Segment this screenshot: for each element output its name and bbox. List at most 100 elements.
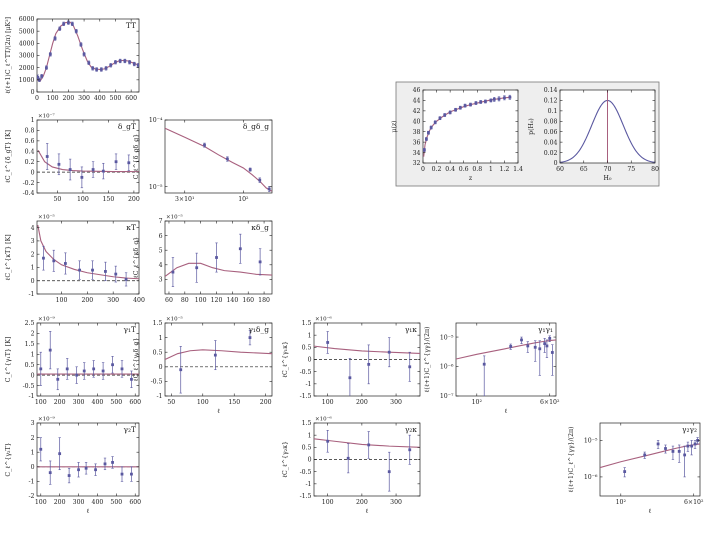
plot-frame	[164, 220, 273, 295]
x-tick-label: 200	[81, 297, 93, 304]
axis-multiplier: ×10⁻⁹	[38, 416, 56, 423]
data-point	[387, 470, 391, 474]
chart-g2T: 100 200 300 400 500 600 -2 -1 0 1 2 3 γ₂T ×10⁻⁹ C_ℓ^{γ…	[5, 416, 141, 516]
data-point	[42, 256, 45, 260]
y-tick-label: 10⁻⁵	[584, 438, 598, 445]
x-tick-label: 400	[94, 95, 106, 102]
x-tick-label: 60	[165, 297, 173, 304]
panel-label: δ_gT	[118, 122, 136, 131]
y-tick-label: 5	[159, 247, 163, 254]
data-point	[503, 96, 506, 100]
chart-kT: 100 200 300 400 -1 0 1 2 3 4 κT ×10⁻⁵ ℓC_ℓ^{κT} [K]	[5, 214, 145, 305]
data-point	[424, 137, 428, 141]
plot-frame	[599, 422, 701, 497]
data-point	[39, 367, 43, 371]
data-point	[548, 337, 552, 340]
y-tick-label: 0.6	[25, 138, 35, 145]
y-tick-label: 2	[31, 251, 35, 258]
y-axis-label: μ(z)	[391, 120, 398, 132]
y-tick-label: 3	[159, 277, 163, 284]
data-point	[433, 120, 437, 124]
data-point	[82, 369, 86, 373]
data-point	[130, 472, 133, 476]
y-tick-label: 1.5	[302, 420, 312, 427]
chart-g1T: 100 200 300 400 500 600 -1 -0.5 0 0.5 1 1.5 2 2.5 γ₁T ×…	[5, 316, 141, 407]
x-tick-label: 0.2	[432, 166, 442, 173]
chart-g2k: 100 200 300 -1.5 -1 -0.5 0 0.5 1 1.5 γ₂κ ×10⁻⁶ ℓC_ℓ^…	[282, 416, 421, 515]
data-point	[346, 456, 350, 460]
chart-dgT: 50 100 150 200 -0.4 -0.2 0 0.2 0.4 0.6 0.8 1 δ_gT ×10…	[5, 113, 140, 204]
plot-area	[165, 233, 272, 288]
data-point	[213, 353, 217, 357]
y-tick-label: 3	[31, 420, 35, 427]
data-point	[84, 466, 88, 470]
y-tick-label: -1	[28, 393, 34, 400]
data-point	[103, 462, 107, 466]
data-point	[686, 444, 690, 448]
y-axis-label: ℓC_ℓ^{γ₂κ}	[282, 441, 289, 478]
y-axis-label: p(H₀)	[528, 118, 535, 135]
y-tick-label: -0.5	[300, 369, 312, 376]
data-point	[123, 59, 127, 63]
data-point	[52, 259, 56, 263]
y-tick-label: 44	[413, 98, 421, 105]
panel-label: γ₂γ₂	[682, 425, 697, 434]
plot-area	[423, 94, 512, 157]
data-point	[80, 175, 84, 179]
model-curve	[165, 262, 272, 277]
data-point	[427, 131, 430, 135]
panel-label: γ₁γ₁	[538, 325, 553, 334]
y-tick-label: 10⁻⁶	[440, 364, 454, 371]
data-point	[39, 447, 43, 451]
data-point	[526, 344, 530, 348]
y-tick-label: 1	[31, 265, 35, 272]
x-tick-label: 6×10²	[540, 399, 560, 406]
plot-frame	[36, 322, 140, 397]
plot-frame	[455, 322, 557, 397]
x-tick-label: 300	[390, 399, 402, 406]
x-tick-label: 0	[35, 95, 39, 102]
data-point	[58, 27, 62, 31]
plot-area	[37, 331, 139, 391]
y-tick-label: 0	[31, 89, 35, 96]
y-tick-label: -0.4	[23, 190, 35, 197]
data-point	[79, 43, 83, 46]
plot-area	[560, 90, 655, 163]
y-tick-label: 40	[413, 118, 421, 125]
y-tick-label: 32	[413, 160, 421, 167]
plot-area	[456, 335, 556, 396]
x-tick-label: 50	[167, 399, 175, 406]
x-tick-label: 60	[556, 166, 564, 173]
plot-area	[314, 429, 420, 492]
x-tick-label: 10²	[238, 196, 249, 203]
y-tick-label: 0.04	[544, 139, 558, 146]
y-tick-label: 0	[31, 278, 35, 285]
data-point	[179, 368, 183, 372]
x-tick-label: 0.8	[472, 166, 482, 173]
y-tick-label: 1	[308, 332, 312, 339]
y-tick-label: 0	[31, 372, 35, 379]
model-curve	[37, 224, 139, 280]
data-point	[429, 126, 433, 129]
x-axis-label: H₀	[604, 175, 612, 182]
data-point	[538, 347, 542, 351]
data-point	[623, 470, 627, 473]
x-tick-label: 600	[125, 95, 137, 102]
data-point	[520, 338, 523, 342]
plot-frame	[164, 322, 273, 397]
data-point	[171, 270, 175, 274]
axis-multiplier: ×10⁻⁶	[315, 416, 333, 423]
plot-frame	[36, 220, 140, 295]
x-axis-label: ℓ	[505, 408, 508, 415]
data-point	[74, 29, 78, 33]
x-tick-label: 200	[356, 399, 368, 406]
x-tick-label: 500	[110, 95, 122, 102]
chart-dgdg: 3×10¹ 10² 10⁻⁵ 10⁻⁴ δ_gδ_g C_ℓ^{δ_gδ_g}	[133, 117, 273, 203]
data-point	[136, 63, 139, 67]
data-point	[438, 116, 442, 120]
panel-label: κT	[126, 223, 136, 232]
y-axis-label: C_ℓ^{δ_gδ_g}	[133, 134, 140, 179]
x-tick-label: 10²	[472, 399, 483, 406]
y-tick-label: 4	[31, 225, 35, 232]
x-tick-label: 50	[53, 196, 61, 203]
